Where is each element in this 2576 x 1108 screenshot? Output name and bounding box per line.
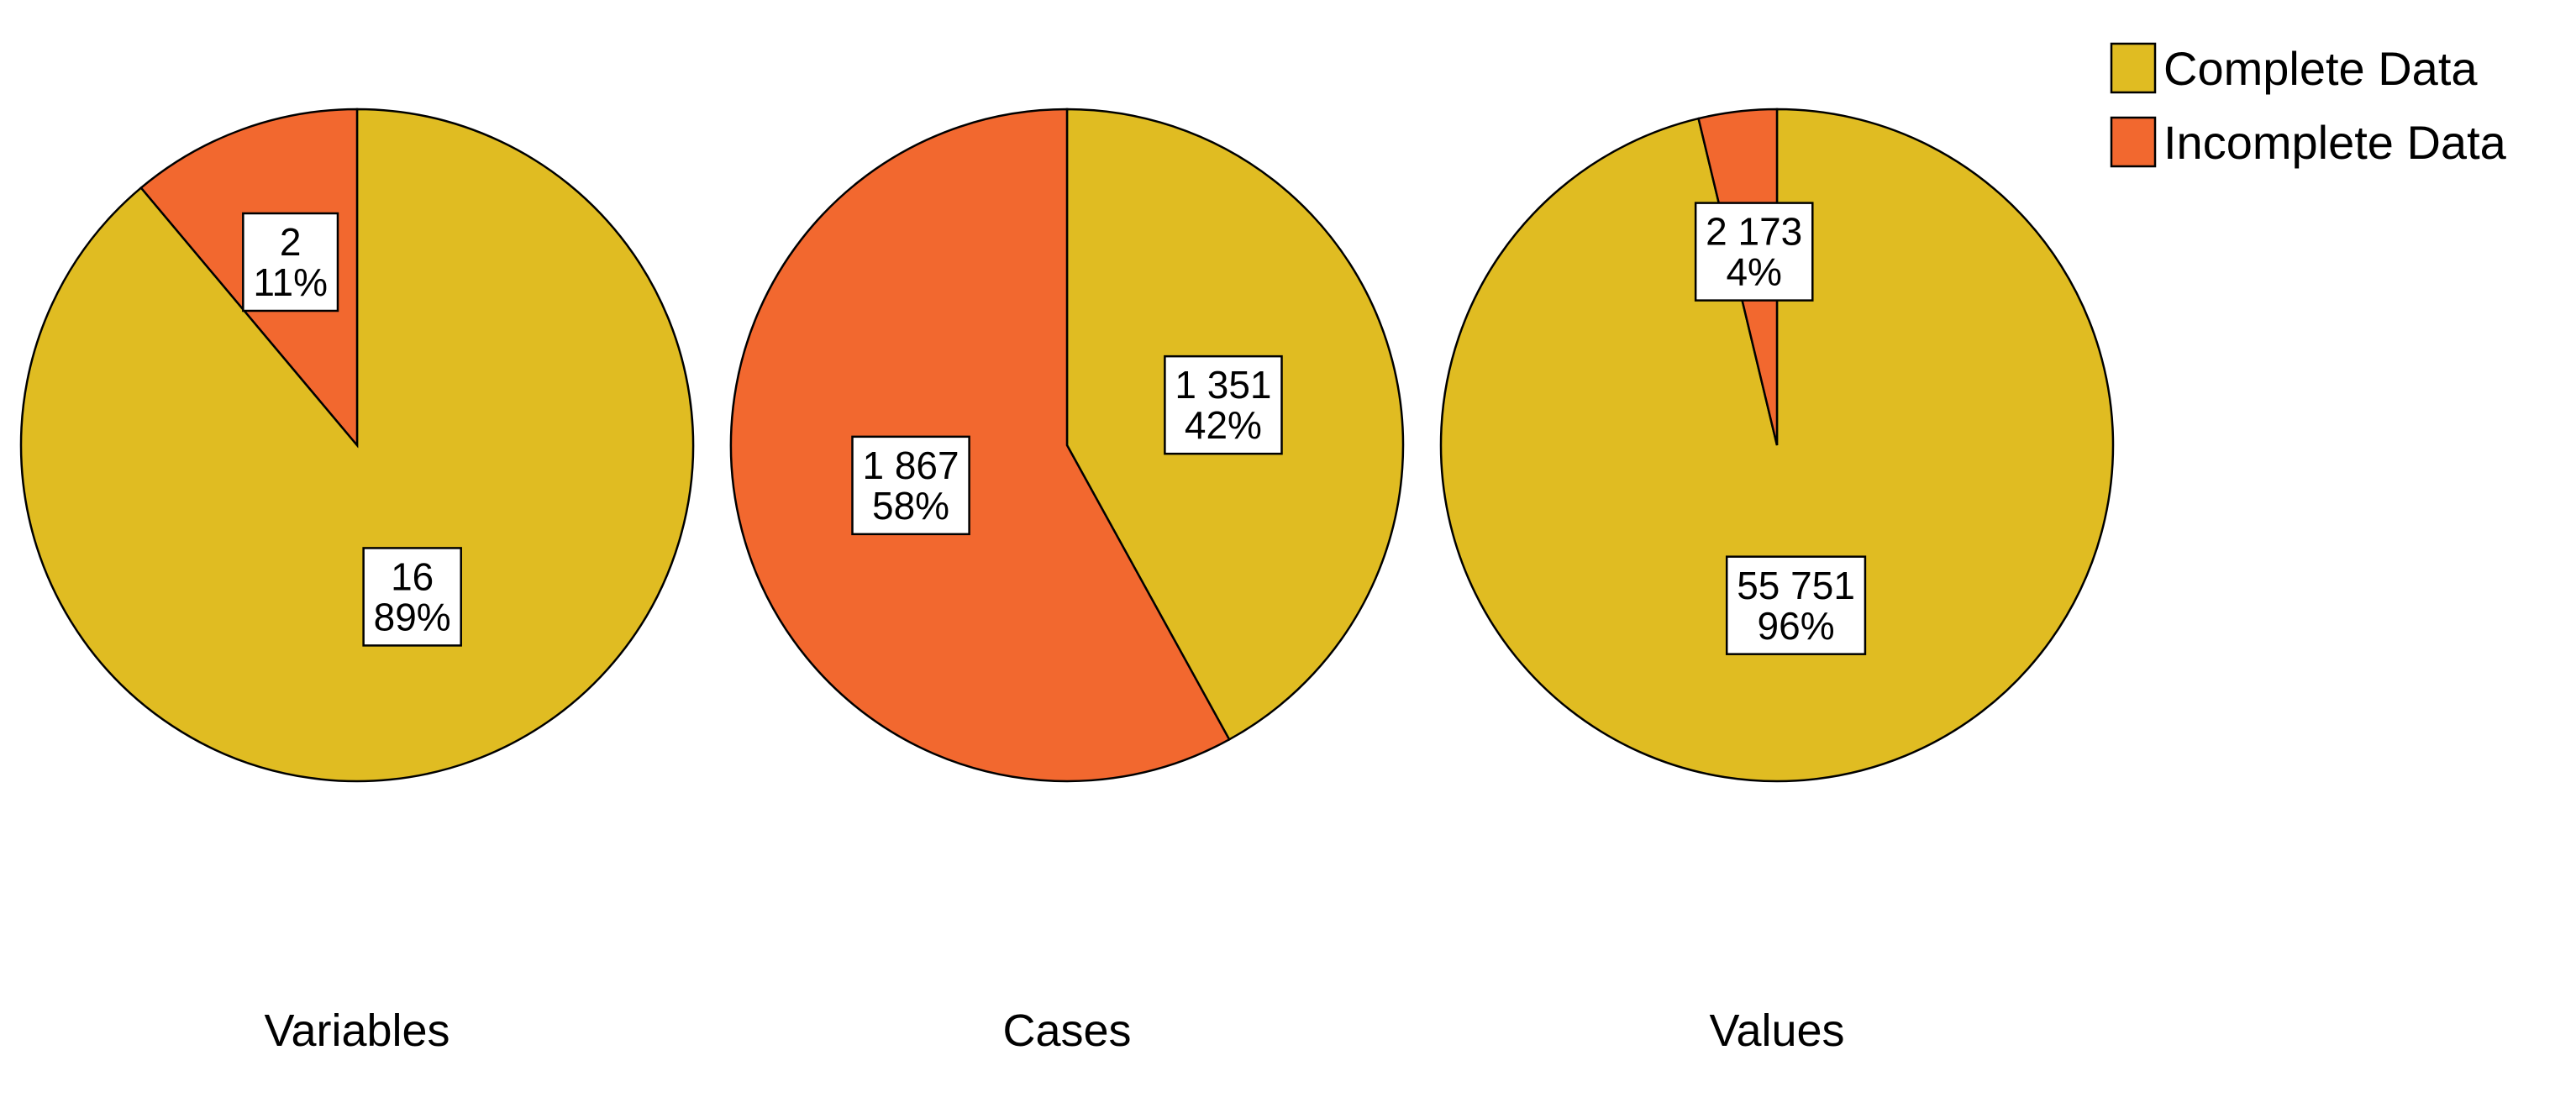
slice-label-variables-incomplete-data: 211% (242, 212, 339, 312)
legend: Complete Data Incomplete Data (2110, 42, 2507, 169)
legend-label: Complete Data (2163, 42, 2478, 95)
legend-swatch (2110, 42, 2157, 94)
slice-percent-label: 89% (374, 596, 451, 639)
slice-percent-label: 11% (253, 260, 328, 304)
slice-percent-label: 4% (1726, 250, 1781, 294)
pie-title-values: Values (1709, 1006, 1844, 1056)
slice-count-label: 16 (391, 555, 434, 599)
slice-count-label: 2 (280, 220, 302, 264)
slice-count-label: 55 751 (1737, 564, 1855, 607)
pie-title-cases: Cases (1002, 1006, 1131, 1056)
slice-count-label: 1 351 (1175, 363, 1271, 407)
legend-label: Incomplete Data (2163, 116, 2507, 169)
slice-label-box (362, 547, 462, 647)
slice-label-box (1164, 354, 1283, 455)
slice-percent-label: 42% (1185, 403, 1262, 447)
slice-count-label: 2 173 (1706, 210, 1802, 254)
slice-label-box (1725, 555, 1867, 655)
slice-percent-label: 58% (872, 484, 949, 528)
slice-label-box (851, 435, 970, 536)
slice-count-label: 1 867 (862, 444, 959, 487)
slice-label-box (1694, 202, 1814, 302)
pie-title-variables: Variables (264, 1006, 449, 1056)
pie-slice-cases-incomplete-data (729, 108, 1231, 783)
slice-percent-label: 96% (1758, 604, 1835, 648)
legend-item-incomplete-data: Incomplete Data (2110, 116, 2507, 169)
slice-label-box (242, 212, 339, 312)
legend-swatch (2110, 116, 2157, 168)
legend-item-complete-data: Complete Data (2110, 42, 2478, 95)
